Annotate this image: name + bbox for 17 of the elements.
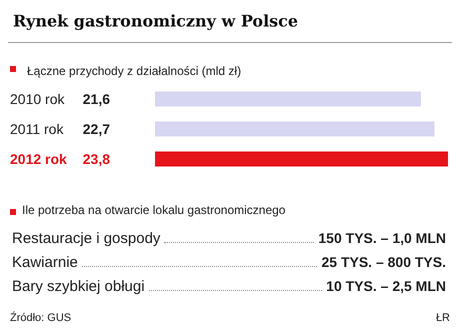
y-tick-label: 2011 rok [10,121,64,137]
category-label: Kawiarnie [12,254,78,271]
chart-subtitle: Łączne przychody z działalności (mld zł) [27,64,242,78]
data-label: 21,6 [82,91,110,107]
text: Źródło: GUS [10,312,72,324]
y-tick-label: 2012 rok [10,151,68,167]
y-tick-label: 2010 rok [10,91,66,107]
data-label: 22,7 [82,121,110,137]
category-label: Bary szybkiej obługi [12,278,145,295]
text: 25 TYS. – 800 TYS. [321,254,446,270]
text: 150 TYS. – 1,0 MLN [318,230,446,246]
chart-title: Rynek gastronomiczny w Polsce [13,12,298,30]
text: 10 TYS. – 2,5 MLN [326,278,446,294]
text: Ile potrzeba na otwarcie lokalu gastronomicznego [22,203,286,217]
category-label: Restauracje i gospody [12,230,160,247]
text: ŁR [436,312,450,324]
data-label: 23,8 [82,151,110,167]
